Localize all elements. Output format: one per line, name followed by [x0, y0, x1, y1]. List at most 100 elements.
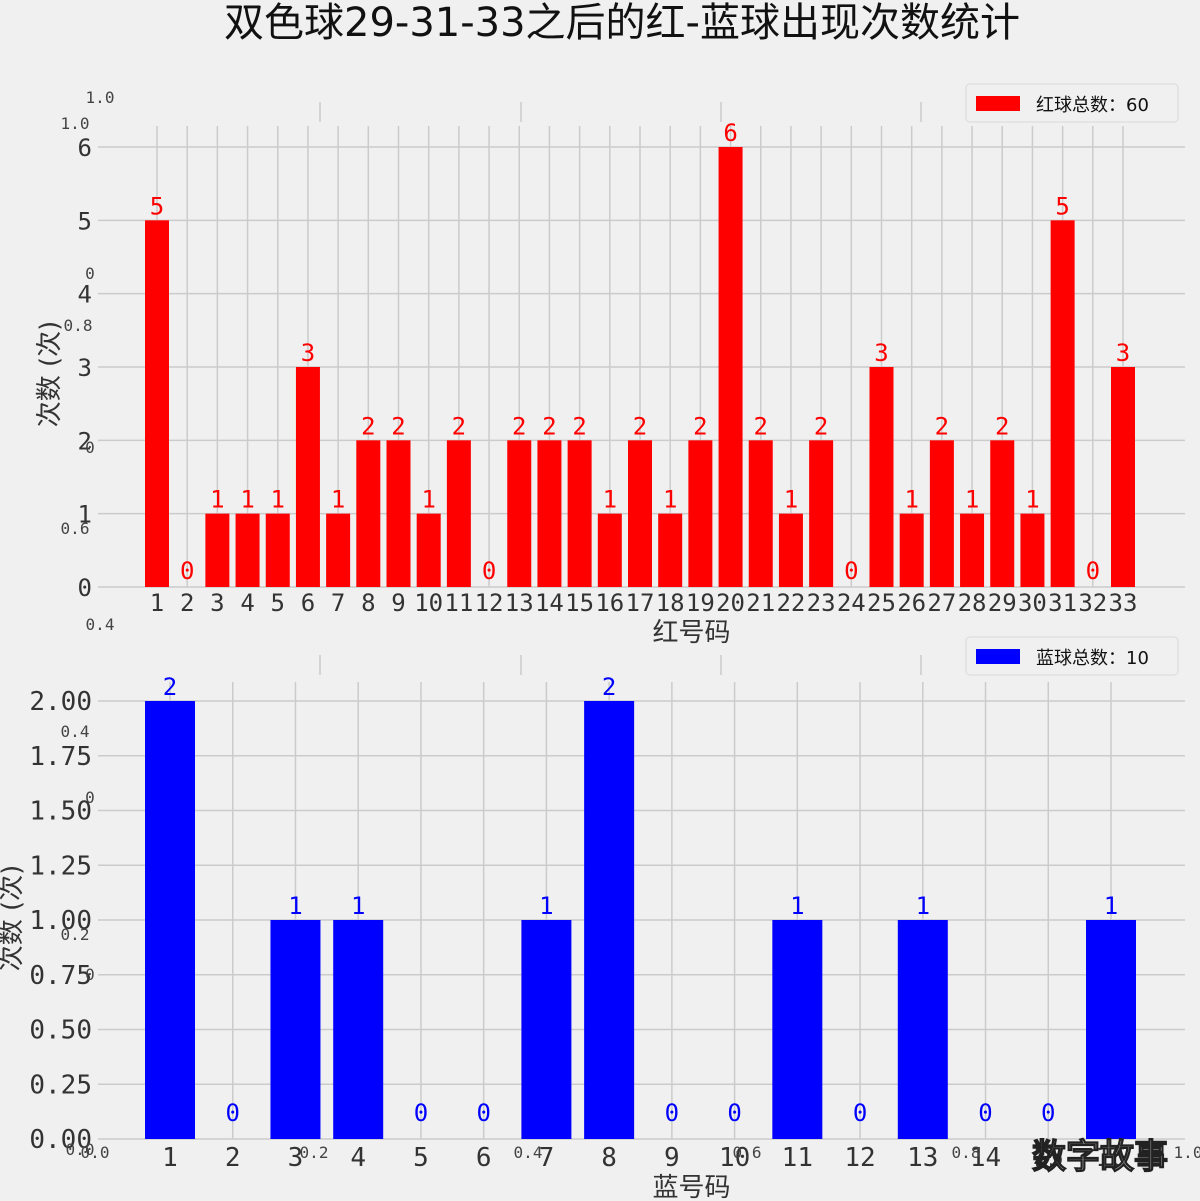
bar-value-label: 0	[414, 1099, 428, 1127]
y-tick-label: 1.00	[29, 906, 92, 936]
bar-value-label: 2	[995, 412, 1009, 440]
bar	[446, 440, 471, 587]
y-tick-labels: 0.00 0.25 0.50 0.75 1.00 1.25 1.50 1.75 2.00	[29, 687, 92, 1155]
bar	[1020, 513, 1045, 587]
x-tick-label: 25	[867, 589, 896, 617]
chart-title: 双色球29-31-33之后的红-蓝球出现次数统计	[224, 0, 1020, 46]
bar-value-label: 0	[180, 557, 194, 585]
bar-value-label: 1	[210, 486, 224, 514]
y-tick-labels: 0 1 2 3 4 5 6	[78, 134, 92, 602]
bar-value-label: 2	[542, 412, 556, 440]
bar	[990, 440, 1015, 587]
x-tick-label: 9	[664, 1143, 680, 1173]
bar-value-label: 5	[150, 192, 164, 220]
x-tick-labels: 1 2 3 4 5 6 7 8 9 10 11 12 13 14 15 16	[162, 1143, 1126, 1173]
y-tick-label: 6	[78, 134, 92, 162]
x-tick-label: 1	[162, 1143, 178, 1173]
x-tick-label: 15	[565, 589, 594, 617]
legend-label: 蓝球总数：10	[1036, 648, 1149, 669]
legend: 红球总数：60	[965, 83, 1179, 123]
ghost-tick-label: 0.6	[733, 1143, 762, 1162]
bar-value-label: 5	[1055, 192, 1069, 220]
bar	[507, 440, 532, 587]
y-axis-label: 次数 (次)	[0, 865, 27, 972]
ghost-tick-label: 0.2	[61, 925, 90, 944]
bar-value-label: 2	[572, 412, 586, 440]
bar-value-label: 0	[853, 1099, 867, 1127]
ghost-tick-label: 0.8	[64, 316, 93, 335]
legend-swatch	[976, 96, 1020, 111]
bar-value-label: 1	[916, 892, 930, 920]
ghost-tick-label: 0	[85, 438, 95, 457]
bar-value-label: 1	[288, 892, 302, 920]
bar-value-label: 1	[1104, 892, 1118, 920]
bar	[537, 440, 562, 587]
bar-value-label: 0	[482, 557, 496, 585]
x-tick-label: 24	[837, 589, 866, 617]
bar-value-label: 2	[693, 412, 707, 440]
bar-value-label: 0	[665, 1099, 679, 1127]
bar-value-label: 2	[361, 412, 375, 440]
bar	[521, 920, 572, 1139]
x-tick-label: 23	[807, 589, 836, 617]
bar-value-label: 0	[978, 1099, 992, 1127]
legend-swatch	[976, 649, 1020, 664]
y-tick-label: 0.50	[29, 1016, 92, 1046]
bar-value-label: 2	[163, 673, 177, 701]
x-tick-label: 33	[1109, 589, 1138, 617]
x-tick-label: 27	[927, 589, 956, 617]
bar	[326, 513, 351, 587]
ghost-tick-label: 0.8	[952, 1143, 981, 1162]
bar	[809, 440, 834, 587]
y-tick-label: 3	[78, 354, 92, 382]
legend-box	[965, 636, 1179, 676]
bar-value-label: 2	[391, 412, 405, 440]
y-tick-label: 2.00	[29, 687, 92, 717]
bar-value-label: 2	[602, 673, 616, 701]
ghost-tick-label: 0	[85, 965, 95, 984]
bar	[235, 513, 260, 587]
bar-value-label: 0	[476, 1099, 490, 1127]
y-tick-label: 0.00	[29, 1125, 92, 1155]
x-axis-label: 红号码	[652, 618, 730, 648]
ghost-tick-label: 0.2	[300, 1143, 329, 1162]
bar	[688, 440, 713, 587]
x-tick-label: 13	[907, 1143, 938, 1173]
y-tick-label: 1	[78, 501, 92, 529]
ghost-tick-label: 0.0	[81, 1143, 110, 1162]
bar	[1050, 220, 1075, 588]
x-tick-label: 22	[776, 589, 805, 617]
bar-value-label: 0	[844, 557, 858, 585]
legend-label: 红球总数：60	[1036, 95, 1149, 116]
bar-value-label: 0	[727, 1099, 741, 1127]
bar	[270, 920, 321, 1139]
bar	[628, 440, 652, 587]
y-tick-label: 0.25	[29, 1070, 92, 1100]
x-tick-label: 7	[331, 589, 345, 617]
x-tick-label: 21	[746, 589, 775, 617]
bar	[778, 513, 803, 587]
bar-value-label: 1	[271, 486, 285, 514]
x-tick-label: 16	[595, 589, 624, 617]
x-tick-label: 17	[626, 589, 655, 617]
ghost-tick-label: 1.0	[86, 88, 115, 107]
bar	[265, 513, 290, 587]
bar	[567, 440, 592, 587]
bar	[1111, 367, 1135, 587]
watermark: 数字故事	[1032, 1137, 1168, 1177]
bar-value-label: 1	[240, 486, 254, 514]
y-tick-label: 2	[78, 427, 92, 455]
bar	[584, 701, 635, 1139]
x-tick-label: 13	[505, 589, 534, 617]
x-tick-label: 26	[897, 589, 926, 617]
x-tick-labels: 1 2 3 4 5 6 7 8 9 10 11 12 13 14 15 16 17 18 19 20 21 22 23 24 2…	[150, 589, 1138, 617]
ghost-tick-label: 1.0	[61, 114, 90, 133]
bar-value-label: 2	[754, 412, 768, 440]
x-tick-label: 1	[150, 589, 164, 617]
bar	[145, 701, 195, 1139]
bar-value-label: 2	[512, 412, 526, 440]
bar-value-label: 1	[784, 486, 798, 514]
x-tick-label: 12	[475, 589, 504, 617]
